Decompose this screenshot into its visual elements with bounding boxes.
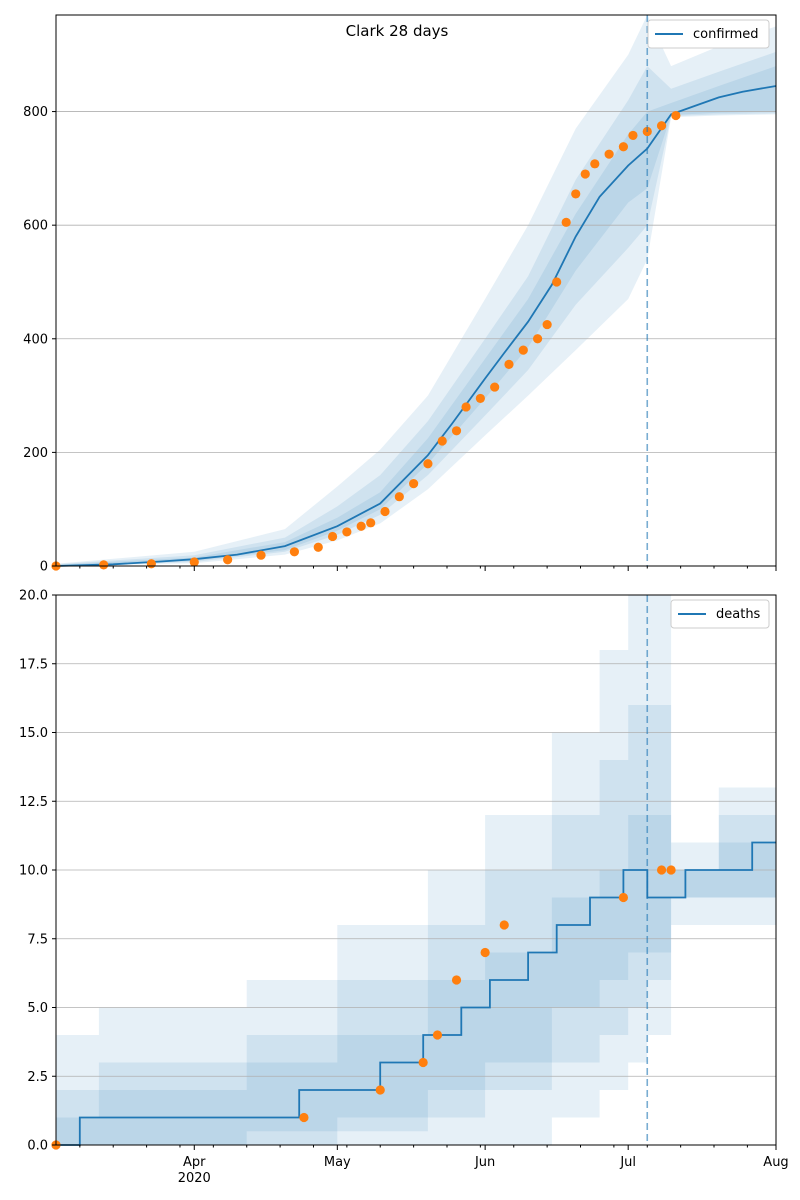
confirmed-point <box>409 479 419 489</box>
deaths-median-line <box>56 841 776 1146</box>
confirmed-point <box>628 130 638 141</box>
deaths-point <box>375 1085 385 1095</box>
deaths-ytick-label: 10.0 <box>19 864 48 879</box>
confirmed-point <box>289 547 300 557</box>
confirmed-point <box>99 560 109 570</box>
confirmed-point <box>590 159 600 169</box>
deaths-xticks: Apr May Jun Jul Aug 2020 <box>79 1145 789 1186</box>
confirmed-point <box>671 110 681 121</box>
deaths-xtick-label: May <box>324 1155 351 1170</box>
deaths-band-1 <box>56 705 776 1145</box>
deaths-xtick-label: Jun <box>474 1155 495 1170</box>
deaths-point <box>299 1112 309 1123</box>
deaths-point <box>499 920 509 930</box>
deaths-point <box>666 865 676 875</box>
deaths-ytick-label: 15.0 <box>19 726 48 741</box>
confirmed-point <box>366 518 376 528</box>
confirmed-point <box>542 319 552 330</box>
confirmed-point <box>451 426 462 436</box>
deaths-ytick-label: 12.5 <box>19 795 48 810</box>
deaths-ytick-label: 2.5 <box>27 1070 48 1085</box>
deaths-legend: deaths <box>670 599 770 629</box>
confirmed-point <box>342 527 352 537</box>
deaths-xtick-label: Aug <box>763 1155 788 1170</box>
deaths-point <box>432 1030 443 1040</box>
confirmed-point <box>656 121 667 131</box>
confirmed-band-1 <box>56 51 776 566</box>
confirmed-point <box>580 169 590 179</box>
confirmed-band-2 <box>56 66 776 566</box>
deaths-ytick-label: 17.5 <box>19 657 48 672</box>
deaths-legend-label: deaths <box>716 607 761 622</box>
confirmed-xticks <box>79 566 777 571</box>
confirmed-point <box>490 382 500 392</box>
confirmed-bands <box>56 15 776 566</box>
confirmed-point <box>437 436 447 446</box>
confirmed-axes <box>55 14 777 567</box>
confirmed-point <box>146 559 156 569</box>
confirmed-point <box>327 531 338 542</box>
confirmed-chart: 0 200 400 600 800 Clark 28 days confirmed <box>23 14 777 575</box>
confirmed-point <box>604 149 614 159</box>
confirmed-ytick-label: 600 <box>23 219 48 234</box>
confirmed-point <box>552 277 562 287</box>
deaths-point <box>418 1057 428 1068</box>
confirmed-ytick-label: 400 <box>23 332 48 347</box>
deaths-xtick-label: Jul <box>619 1155 636 1170</box>
confirmed-ytick-label: 800 <box>23 105 48 120</box>
confirmed-point <box>618 142 629 152</box>
confirmed-point <box>571 189 581 199</box>
confirmed-grid <box>56 111 776 453</box>
confirmed-point <box>394 492 404 502</box>
deaths-legend-box <box>670 599 770 629</box>
confirmed-point <box>256 550 266 560</box>
deaths-median <box>56 841 776 1146</box>
confirmed-band-0 <box>56 15 776 566</box>
confirmed-ytick-label: 0 <box>40 560 48 575</box>
confirmed-legend-box <box>647 19 770 49</box>
deaths-point <box>618 892 629 903</box>
deaths-xtick-year: 2020 <box>178 1171 211 1186</box>
confirmed-legend: confirmed <box>647 19 770 49</box>
confirmed-median-line <box>55 85 777 567</box>
deaths-point <box>656 865 667 875</box>
confirmed-axes-frame <box>55 14 777 567</box>
deaths-xtick-label: Apr <box>183 1155 206 1170</box>
confirmed-ytick-label: 200 <box>23 446 48 461</box>
confirmed-point <box>475 393 485 404</box>
deaths-point <box>451 975 462 985</box>
confirmed-point <box>518 345 528 355</box>
deaths-chart: 0.0 2.5 5.0 7.5 10.0 12.5 15.0 17.5 20.0 Apr May J… <box>19 589 789 1187</box>
confirmed-point <box>532 334 543 344</box>
confirmed-point <box>561 217 571 227</box>
deaths-point <box>480 947 490 958</box>
deaths-yticks: 0.0 2.5 5.0 7.5 10.0 12.5 15.0 17.5 20.0 <box>19 589 56 1154</box>
deaths-ytick-label: 20.0 <box>19 589 48 604</box>
deaths-ytick-label: 0.0 <box>27 1139 48 1154</box>
confirmed-point <box>356 521 366 531</box>
confirmed-legend-label: confirmed <box>693 27 759 42</box>
deaths-ytick-label: 5.0 <box>27 1001 48 1016</box>
confirmed-point <box>423 459 433 469</box>
deaths-points <box>51 865 676 1150</box>
confirmed-point <box>313 542 323 552</box>
confirmed-point <box>189 557 199 567</box>
confirmed-chart-title: Clark 28 days <box>346 22 449 40</box>
confirmed-median <box>55 85 777 567</box>
deaths-ytick-label: 7.5 <box>27 932 48 947</box>
confirmed-yticks: 0 200 400 600 800 <box>23 105 56 575</box>
confirmed-point <box>504 359 514 369</box>
confirmed-point <box>380 506 390 517</box>
confirmed-point <box>223 555 233 565</box>
confirmed-point <box>461 402 471 412</box>
